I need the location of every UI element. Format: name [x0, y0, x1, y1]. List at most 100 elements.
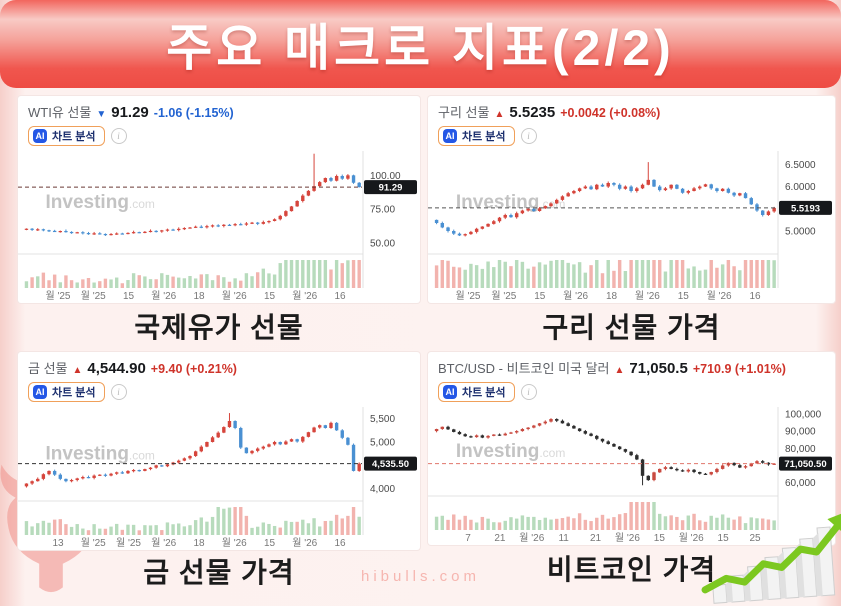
- svg-text:11: 11: [558, 533, 569, 544]
- price-change: +0.0042 (+0.08%): [560, 106, 661, 120]
- instrument-name[interactable]: 금 선물: [28, 361, 68, 376]
- svg-text:월 '26: 월 '26: [707, 290, 732, 302]
- page-title: 주요 매크로 지표(2/2): [166, 20, 675, 76]
- svg-text:15: 15: [264, 291, 276, 302]
- svg-text:월 '26: 월 '26: [635, 290, 660, 302]
- svg-text:월 '26: 월 '26: [292, 290, 317, 302]
- svg-text:5,000: 5,000: [370, 438, 395, 449]
- ai-button-label: 차트 분석: [52, 387, 96, 399]
- svg-text:월 '26: 월 '26: [679, 532, 704, 544]
- svg-text:60,000: 60,000: [785, 478, 816, 489]
- growth-chart-decoration: [701, 511, 841, 604]
- svg-text:5.0000: 5.0000: [785, 227, 816, 238]
- svg-text:5,500: 5,500: [370, 414, 395, 425]
- ai-icon: AI: [443, 385, 457, 399]
- candlestick-chart-btc[interactable]: Investing.com 100,000 90,000 80,000 60,000 71…: [428, 404, 835, 545]
- svg-text:Investing.com: Investing.com: [46, 444, 155, 465]
- svg-text:100,000: 100,000: [785, 409, 822, 420]
- svg-text:18: 18: [193, 538, 205, 549]
- last-price: 71,050.5: [629, 360, 688, 377]
- svg-text:18: 18: [606, 291, 618, 302]
- site-watermark: hibulls.com: [360, 568, 481, 585]
- info-icon[interactable]: i: [110, 384, 127, 400]
- instrument-name[interactable]: BTC/USD - 비트코인 미국 달러: [438, 361, 610, 376]
- price-direction-icon: ▲: [494, 109, 505, 120]
- svg-text:월 '26: 월 '26: [151, 290, 176, 302]
- svg-text:월 '26: 월 '26: [222, 537, 247, 549]
- info-icon[interactable]: i: [110, 128, 127, 144]
- svg-text:75.00: 75.00: [370, 205, 395, 216]
- svg-text:월 '25: 월 '25: [45, 290, 70, 302]
- instrument-name[interactable]: 구리 선물: [438, 105, 490, 120]
- svg-text:월 '26: 월 '26: [292, 537, 317, 549]
- svg-text:4,535.50: 4,535.50: [372, 459, 409, 470]
- price-direction-icon: ▼: [96, 109, 107, 120]
- ai-chart-analysis-button[interactable]: AI 차트 분석: [438, 382, 515, 402]
- info-icon[interactable]: i: [520, 384, 537, 400]
- last-price: 4,544.90: [87, 360, 146, 377]
- instrument-header: BTC/USD - 비트코인 미국 달러 ▲ 71,050.5 +710.9 (…: [428, 352, 835, 377]
- instrument-header: 구리 선물 ▲ 5.5235 +0.0042 (+0.08%): [428, 96, 835, 121]
- svg-text:15: 15: [264, 538, 276, 549]
- svg-text:6.5000: 6.5000: [785, 160, 816, 171]
- instrument-header: 금 선물 ▲ 4,544.90 +9.40 (+0.21%): [18, 352, 420, 377]
- svg-text:월 '26: 월 '26: [222, 290, 247, 302]
- svg-text:15: 15: [123, 291, 135, 302]
- svg-text:91.29: 91.29: [379, 183, 403, 194]
- svg-text:50.00: 50.00: [370, 238, 395, 249]
- svg-text:16: 16: [334, 538, 346, 549]
- svg-text:80,000: 80,000: [785, 444, 816, 455]
- svg-text:18: 18: [193, 291, 205, 302]
- instrument-header: WTI유 선물 ▼ 91.29 -1.06 (-1.15%): [18, 96, 420, 121]
- chart-card-gold: 금 선물 ▲ 4,544.90 +9.40 (+0.21%) AI 차트 분석 …: [18, 352, 420, 550]
- svg-text:월 '26: 월 '26: [151, 537, 176, 549]
- svg-text:월 '26: 월 '26: [519, 532, 544, 544]
- caption-btc: 비트코인 가격: [546, 554, 717, 585]
- svg-text:월 '25: 월 '25: [116, 537, 141, 549]
- candlestick-chart-wti[interactable]: Investing.com 100.00 75.00 50.00 91.29 월 '25 월…: [18, 148, 420, 303]
- svg-text:25: 25: [749, 533, 761, 544]
- price-direction-icon: ▲: [614, 365, 625, 376]
- svg-text:4,000: 4,000: [370, 484, 395, 495]
- svg-text:21: 21: [590, 533, 602, 544]
- ai-button-label: 차트 분석: [462, 387, 506, 399]
- ai-button-label: 차트 분석: [52, 131, 96, 143]
- price-direction-icon: ▲: [72, 365, 83, 376]
- svg-text:월 '25: 월 '25: [455, 290, 480, 302]
- svg-text:15: 15: [718, 533, 730, 544]
- instrument-name[interactable]: WTI유 선물: [28, 105, 92, 120]
- svg-text:15: 15: [654, 533, 666, 544]
- svg-text:월 '25: 월 '25: [491, 290, 516, 302]
- caption-copper: 구리 선물 가격: [542, 312, 721, 343]
- ai-icon: AI: [33, 385, 47, 399]
- candlestick-chart-gold[interactable]: Investing.com 5,500 5,000 4,000 4,535.50 13 월 …: [18, 404, 420, 550]
- ai-chart-analysis-button[interactable]: AI 차트 분석: [28, 126, 105, 146]
- svg-text:16: 16: [334, 291, 346, 302]
- price-change: +710.9 (+1.01%): [692, 362, 786, 376]
- last-price: 5.5235: [509, 104, 556, 121]
- svg-text:15: 15: [534, 291, 546, 302]
- ai-icon: AI: [33, 129, 47, 143]
- svg-text:15: 15: [678, 291, 690, 302]
- svg-text:월 '25: 월 '25: [81, 537, 106, 549]
- svg-text:월 '26: 월 '26: [563, 290, 588, 302]
- candlestick-chart-copper[interactable]: Investing.com 6.5000 6.0000 5.0000 5.5193 월 '…: [428, 148, 835, 303]
- info-icon[interactable]: i: [520, 128, 537, 144]
- chart-card-btc: BTC/USD - 비트코인 미국 달러 ▲ 71,050.5 +710.9 (…: [428, 352, 835, 545]
- svg-text:6.0000: 6.0000: [785, 182, 816, 193]
- price-change: -1.06 (-1.15%): [153, 106, 234, 120]
- svg-text:13: 13: [52, 538, 64, 549]
- svg-text:71,050.50: 71,050.50: [784, 459, 826, 470]
- chart-card-copper: 구리 선물 ▲ 5.5235 +0.0042 (+0.08%) AI 차트 분석…: [428, 96, 835, 303]
- chart-card-wti: WTI유 선물 ▼ 91.29 -1.06 (-1.15%) AI 차트 분석 …: [18, 96, 420, 303]
- caption-gold: 금 선물 가격: [143, 557, 295, 588]
- svg-text:Investing.com: Investing.com: [456, 441, 565, 462]
- svg-text:Investing.com: Investing.com: [46, 192, 155, 213]
- svg-text:7: 7: [465, 533, 471, 544]
- ai-chart-analysis-button[interactable]: AI 차트 분석: [438, 126, 515, 146]
- svg-text:월 '25: 월 '25: [81, 290, 106, 302]
- svg-text:16: 16: [749, 291, 761, 302]
- svg-text:21: 21: [494, 533, 506, 544]
- ai-chart-analysis-button[interactable]: AI 차트 분석: [28, 382, 105, 402]
- svg-text:Investing.com: Investing.com: [456, 192, 565, 213]
